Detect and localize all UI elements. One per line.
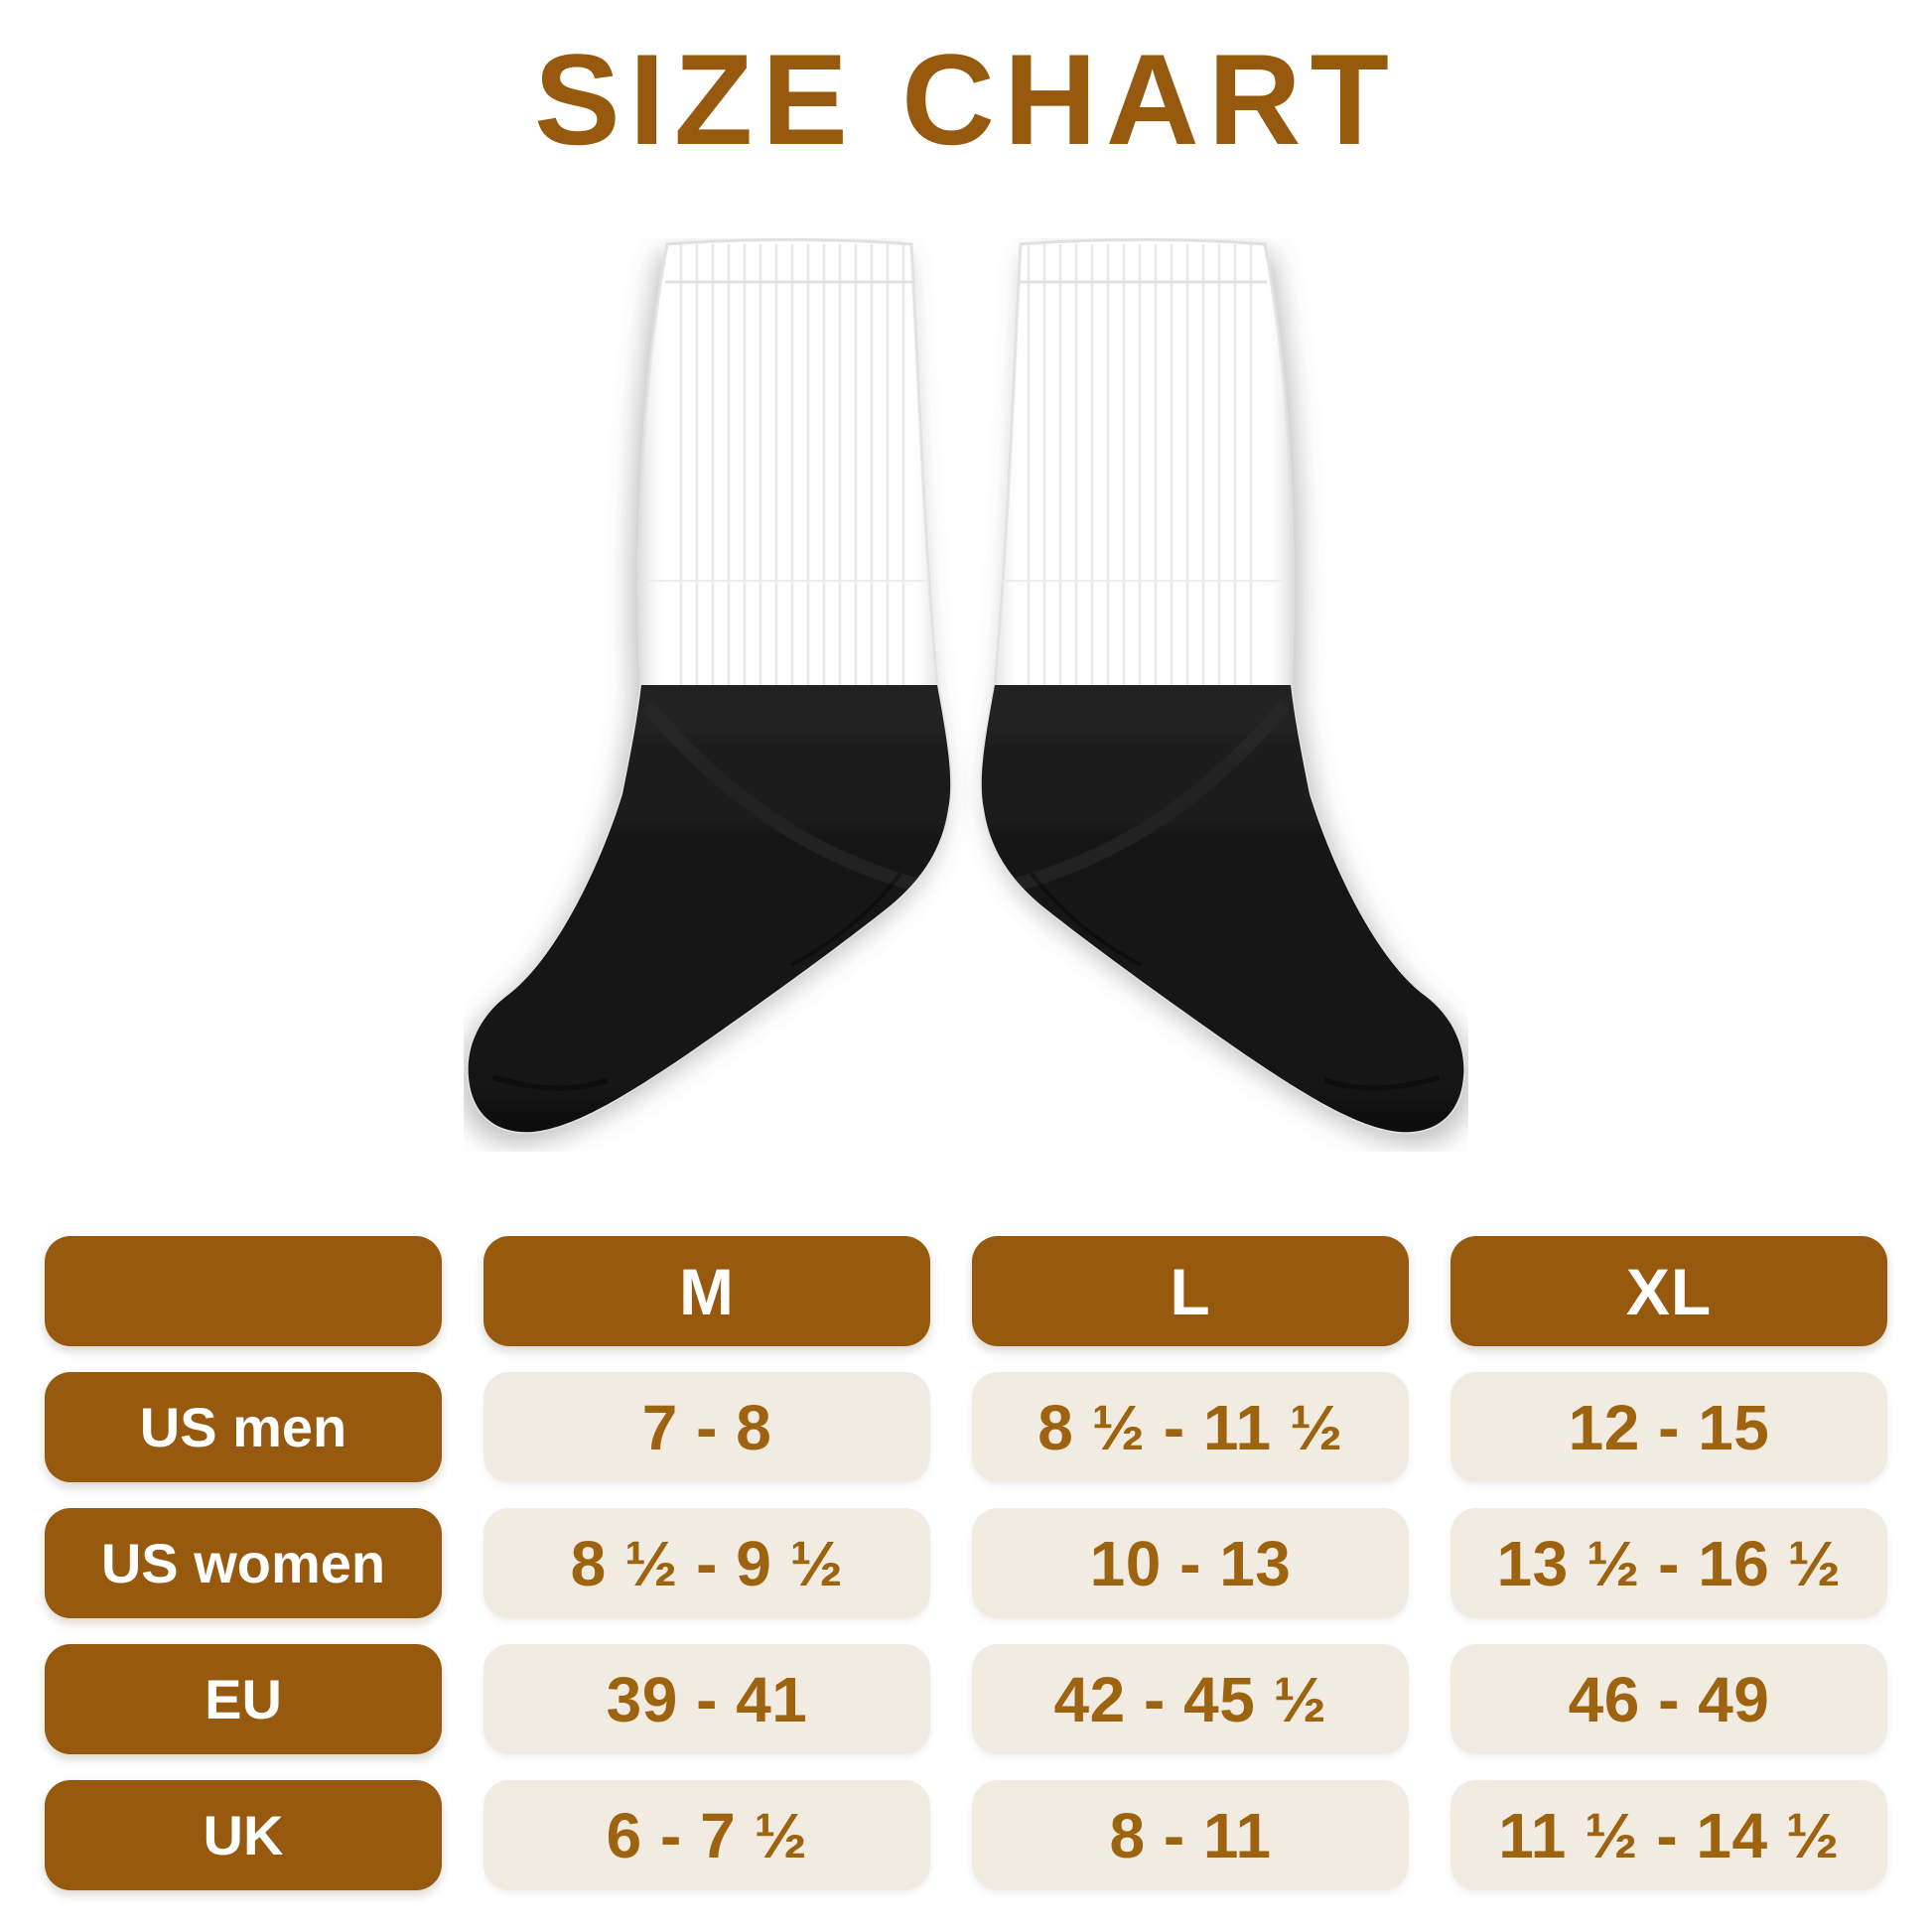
row-label-us-men: US men (45, 1372, 442, 1482)
cell-uk-l: 8 - 11 (972, 1780, 1409, 1890)
column-header-l: L (972, 1236, 1409, 1346)
cell-us-men-l: 8 ½ - 11 ½ (972, 1372, 1409, 1482)
cell-us-women-l: 10 - 13 (972, 1508, 1409, 1618)
cell-eu-l: 42 - 45 ½ (972, 1644, 1409, 1754)
cell-eu-m: 39 - 41 (483, 1644, 930, 1754)
cell-us-women-m: 8 ½ - 9 ½ (483, 1508, 930, 1618)
cell-eu-xl: 46 - 49 (1450, 1644, 1887, 1754)
size-table: M L XL US men 7 - 8 8 ½ - 11 ½ 12 - 15 U… (45, 1236, 1887, 1890)
row-label-eu: EU (45, 1644, 442, 1754)
row-label-uk: UK (45, 1780, 442, 1890)
cell-us-women-xl: 13 ½ - 16 ½ (1450, 1508, 1887, 1618)
corner-header-cell (45, 1236, 442, 1346)
cell-us-men-xl: 12 - 15 (1450, 1372, 1887, 1482)
page-title: SIZE CHART (534, 27, 1398, 172)
row-label-us-women: US women (45, 1508, 442, 1618)
right-sock (952, 240, 1468, 1153)
cell-uk-xl: 11 ½ - 14 ½ (1450, 1780, 1887, 1890)
column-header-m: M (483, 1236, 930, 1346)
column-header-xl: XL (1450, 1236, 1887, 1346)
cell-us-men-m: 7 - 8 (483, 1372, 930, 1482)
left-sock (464, 240, 980, 1153)
socks-image (464, 238, 1468, 1152)
cell-uk-m: 6 - 7 ½ (483, 1780, 930, 1890)
